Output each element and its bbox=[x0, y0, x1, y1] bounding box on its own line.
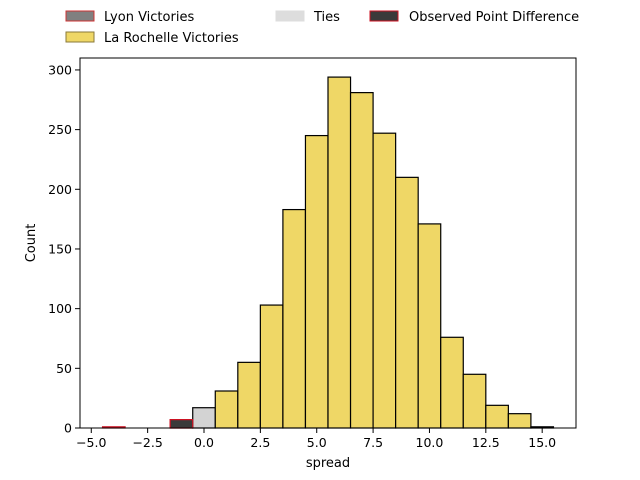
legend-label-observed: Observed Point Difference bbox=[409, 10, 579, 25]
legend: Lyon Victories La Rochelle Victories Tie… bbox=[65, 10, 579, 46]
x-tick-label: 5.0 bbox=[307, 435, 327, 450]
legend-label-ties: Ties bbox=[313, 10, 340, 25]
y-axis-ticks: 0 50 100 150 200 250 300 bbox=[48, 62, 80, 436]
y-tick-label: 50 bbox=[56, 361, 72, 376]
bar-la-rochelle-victories-7 bbox=[372, 132, 397, 429]
bars-layer bbox=[101, 76, 555, 429]
bar-la-rochelle-victories-10 bbox=[440, 336, 464, 429]
legend-swatch-lyon bbox=[65, 10, 95, 22]
bar-la-rochelle-victories-11 bbox=[462, 373, 487, 429]
x-tick-label: −5.0 bbox=[76, 435, 106, 450]
x-tick-label: 2.5 bbox=[250, 435, 270, 450]
bar-la-rochelle-victories-3 bbox=[282, 208, 307, 429]
y-tick-label: 100 bbox=[48, 301, 72, 316]
bar-la-rochelle-victories-8 bbox=[395, 176, 419, 429]
x-tick-label: 10.0 bbox=[416, 435, 444, 450]
plot-frame bbox=[79, 57, 577, 429]
bar-la-rochelle-victories-2 bbox=[259, 304, 284, 429]
bar-la-rochelle-victories-5 bbox=[327, 76, 352, 429]
y-tick-label: 300 bbox=[48, 62, 72, 77]
bar-observed-point-difference-0 bbox=[169, 419, 194, 429]
bar-la-rochelle-victories-12 bbox=[485, 404, 509, 429]
bar-la-rochelle-victories-9 bbox=[417, 223, 442, 429]
x-tick-label: 7.5 bbox=[363, 435, 383, 450]
y-tick-label: 200 bbox=[48, 182, 72, 197]
bar-la-rochelle-victories-13 bbox=[507, 413, 532, 429]
legend-label-la-rochelle: La Rochelle Victories bbox=[104, 31, 239, 46]
y-tick-label: 0 bbox=[64, 421, 72, 436]
y-tick-label: 250 bbox=[48, 122, 72, 137]
bar-la-rochelle-victories-0 bbox=[214, 390, 239, 429]
bar-la-rochelle-victories-1 bbox=[237, 361, 261, 429]
legend-swatch-ties bbox=[275, 10, 305, 22]
bar-la-rochelle-victories-6 bbox=[349, 92, 374, 429]
x-axis-title: spread bbox=[306, 456, 350, 471]
y-tick-label: 150 bbox=[48, 241, 72, 256]
x-tick-label: 12.5 bbox=[472, 435, 500, 450]
bar-la-rochelle-victories-4 bbox=[304, 134, 329, 429]
x-tick-label: 15.0 bbox=[528, 435, 556, 450]
x-tick-label: −2.5 bbox=[132, 435, 162, 450]
legend-swatch-observed bbox=[369, 10, 399, 22]
x-axis-ticks: −5.0 −2.5 0.0 2.5 5.0 7.5 10.0 12.5 15.0 bbox=[76, 428, 556, 450]
x-tick-label: 0.0 bbox=[194, 435, 214, 450]
legend-label-lyon: Lyon Victories bbox=[104, 10, 194, 25]
y-axis-title: Count bbox=[24, 224, 39, 263]
bar-ties-0 bbox=[192, 407, 216, 429]
legend-swatch-la-rochelle bbox=[65, 31, 95, 43]
